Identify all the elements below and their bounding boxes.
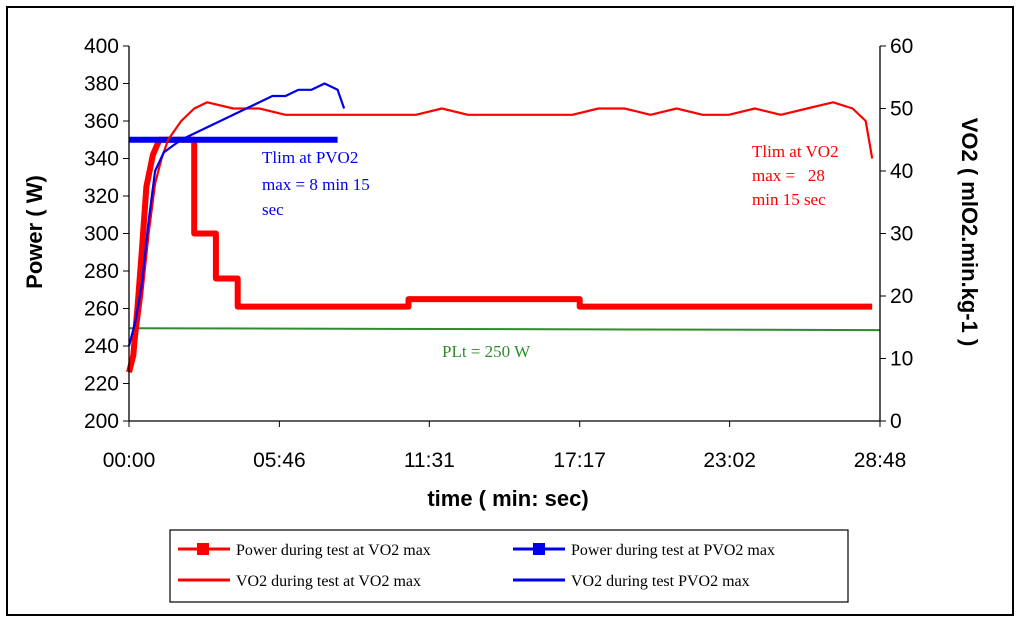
annotation-tlim-vo2-line-3: min 15 sec <box>752 190 826 209</box>
y-tick-right-label: 20 <box>890 285 913 308</box>
x-axis-title: time ( min: sec) <box>427 486 588 511</box>
annotation-tlim-pvo2-line-2: max = 8 min 15 <box>262 175 370 194</box>
annotation-tlim-pvo2-line-1: Tlim at PVO2 <box>262 148 358 167</box>
y-tick-left-label: 340 <box>84 148 119 171</box>
y-tick-left-label: 320 <box>84 185 119 208</box>
legend-label-power-pvo2: Power during test at PVO2 max <box>571 542 775 559</box>
y-tick-right-label: 0 <box>890 410 902 433</box>
chart-frame <box>6 6 1014 616</box>
legend-item-power-vo2: Power during test at VO2 max <box>178 542 431 559</box>
legend-label-vo2-vo2: VO2 during test at VO2 max <box>236 573 421 590</box>
y-tick-right-label: 30 <box>890 223 913 246</box>
y-axis-title-left: Power ( W) <box>22 175 47 289</box>
x-tick-label: 28:48 <box>854 449 907 472</box>
y-tick-left-label: 360 <box>84 110 119 133</box>
x-tick-label: 00:00 <box>103 449 156 472</box>
legend-label-power-vo2: Power during test at VO2 max <box>236 542 431 559</box>
legend-item-power-pvo2: Power during test at PVO2 max <box>513 542 775 559</box>
y-tick-left-label: 380 <box>84 73 119 96</box>
annotation-tlim-pvo2-line-3: sec <box>262 200 284 219</box>
y-tick-right-label: 60 <box>890 35 913 58</box>
annotation-tlim-vo2-line-1: Tlim at VO2 <box>752 142 839 161</box>
y-tick-left-label: 200 <box>84 410 119 433</box>
legend-box <box>169 529 849 603</box>
x-tick-label: 17:17 <box>553 449 606 472</box>
x-tick-label: 11:31 <box>404 449 455 472</box>
y-tick-left-label: 240 <box>84 335 119 358</box>
annotation-plt: PLt = 250 W <box>442 342 531 361</box>
x-tick-label: 23:02 <box>703 449 756 472</box>
legend-item-vo2-vo2: VO2 during test at VO2 max <box>178 573 421 590</box>
y-tick-right-label: 50 <box>890 98 913 121</box>
legend-marker-power-pvo2 <box>533 543 545 555</box>
legend-marker-power-vo2 <box>197 543 209 555</box>
legend-label-vo2-pvo2: VO2 during test PVO2 max <box>571 573 750 590</box>
y-tick-left-label: 400 <box>84 35 119 58</box>
y-tick-right-label: 10 <box>890 348 913 371</box>
legend: Power during test at VO2 max Power durin… <box>169 529 849 603</box>
y-tick-left-label: 300 <box>84 223 119 246</box>
y-tick-left-label: 280 <box>84 260 119 283</box>
series-plt <box>128 327 881 332</box>
annotation-tlim-vo2: Tlim at VO2 max = 28 min 15 sec <box>752 142 839 209</box>
y-tick-left-label: 260 <box>84 298 119 321</box>
annotation-tlim-pvo2: Tlim at PVO2 max = 8 min 15 sec <box>262 148 370 219</box>
series-vo2-pvo2max <box>127 82 346 347</box>
y-tick-left-label: 220 <box>84 373 119 396</box>
series-power-vo2max <box>126 136 873 374</box>
legend-item-vo2-pvo2: VO2 during test PVO2 max <box>513 573 750 590</box>
series-vo2-vo2max <box>127 101 874 372</box>
x-tick-label: 05:46 <box>253 449 306 472</box>
y-tick-right-label: 40 <box>890 160 913 183</box>
y-axis-title-right: VO2 ( mlO2.min.kg-1 ) <box>957 118 982 347</box>
annotation-tlim-vo2-line-2: max = 28 <box>752 166 825 185</box>
